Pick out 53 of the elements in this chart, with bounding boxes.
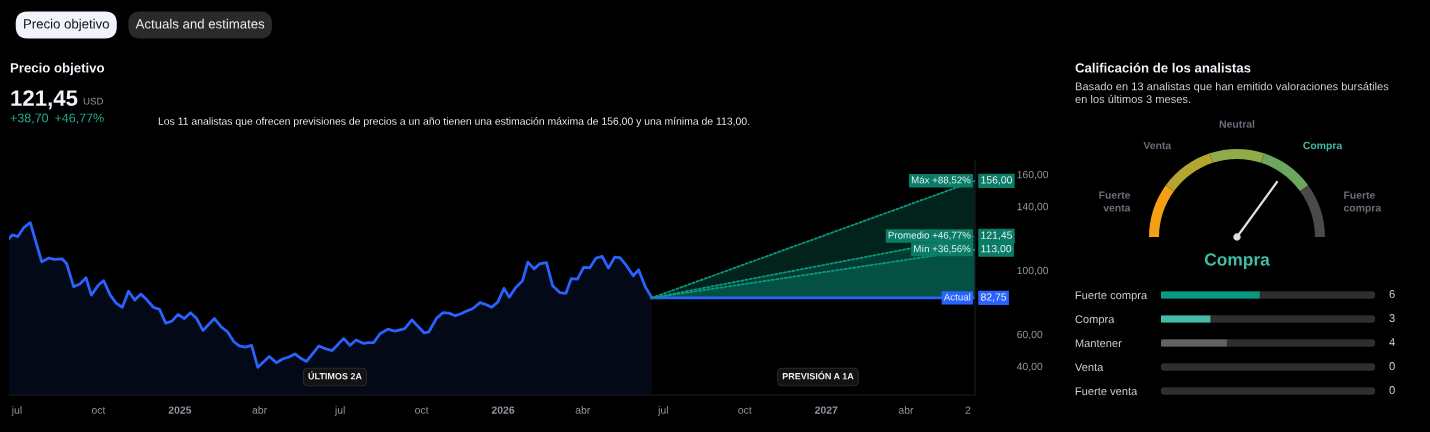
y-tick-label: Venta (1074, 363, 1104, 372)
x-tick-label: oct (415, 406, 429, 414)
data-label: 82,75 (981, 293, 1007, 302)
annotation: ÚLTIMOS 2A (308, 371, 362, 380)
x-tick-label: 2026 (491, 406, 515, 414)
x-tick-label: oct (738, 406, 752, 414)
text: Los 11 analistas que ofrecen previsiones de precios a un año tienen una estimación máxima de 156,00 y una mínima de 113,00. (158, 117, 750, 127)
text: +38,70 (10, 113, 49, 124)
x-tick-label: abr (898, 406, 914, 414)
x-tick-label: jul (11, 406, 22, 416)
legend-label: Actual (943, 293, 971, 301)
data-label: 0 (1389, 362, 1395, 370)
text: Compra (1204, 253, 1270, 270)
x-tick-label: oct (91, 406, 106, 414)
annotation: PREVISIÓN A 1A (782, 371, 854, 380)
data-label: 4 (1389, 338, 1395, 346)
series-label: Promedio +46,77% (888, 231, 971, 240)
slice-label: Neutral (1219, 120, 1255, 128)
data-label: 6 (1389, 290, 1395, 298)
slice-label: Fuerte compra (1343, 191, 1382, 214)
x-tick-label: jul (334, 406, 345, 416)
slice-label: Venta (1143, 141, 1172, 150)
data-label: 113,00 (981, 244, 1012, 254)
y-tick-label: Mantener (1075, 339, 1122, 348)
text: USD (83, 97, 104, 105)
chart-title: Precio objetivo (10, 62, 105, 76)
series-label: Mín +36,56% (914, 244, 971, 254)
data-label: 0 (1389, 386, 1395, 394)
x-tick-label: 2027 (815, 406, 838, 414)
x-tick-label: abr (575, 406, 591, 414)
y-tick-label: 140,00 (1017, 202, 1049, 212)
text: +46,77% (55, 113, 104, 124)
y-tick-label: Fuerte venta (1075, 387, 1138, 396)
x-tick-label: abr (252, 406, 267, 414)
y-tick-label: 100,00 (1017, 266, 1049, 276)
chart-title: Calificación de los analistas (1075, 62, 1251, 73)
text: Actuals and estimates (135, 18, 265, 29)
data-label: 3 (1389, 314, 1395, 322)
chart-subtitle: Basado en 13 analistas que han emitido valoraciones bursátiles en los últimos 3 meses. (1075, 82, 1389, 104)
text: 121,45 (11, 90, 78, 110)
y-tick-label: Compra (1075, 315, 1115, 326)
slice-label: Compra (1303, 141, 1343, 152)
data-label: 156,00 (981, 176, 1013, 185)
y-tick-label: Fuerte compra (1075, 291, 1148, 302)
y-tick-label: 40,00 (1016, 362, 1043, 372)
series-label: Máx +88,52% (911, 176, 971, 185)
data-label: 121,45 (981, 231, 1012, 241)
x-tick-label: 2025 (168, 406, 192, 414)
text: Precio objetivo (24, 18, 109, 32)
y-tick-label: 160,00 (1017, 170, 1049, 180)
y-tick-label: 60,00 (1017, 330, 1043, 340)
x-tick-label: 2 (965, 406, 971, 414)
x-tick-label: jul (657, 406, 668, 416)
